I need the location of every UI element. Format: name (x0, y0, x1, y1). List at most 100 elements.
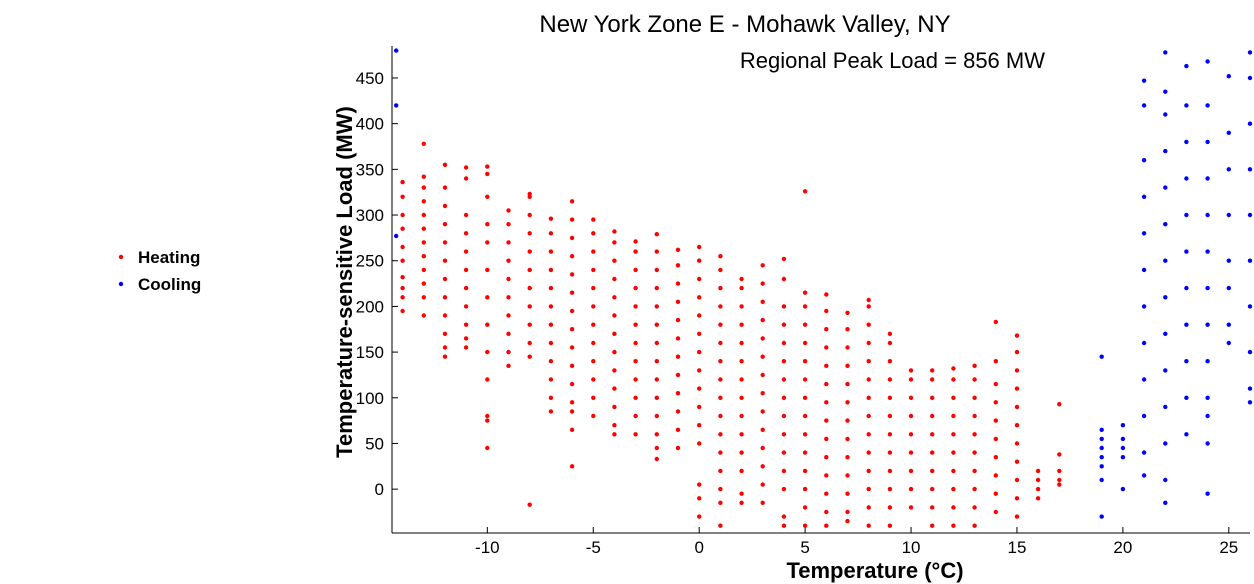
heating-point (1014, 459, 1020, 464)
cooling-point (1163, 185, 1168, 190)
heating-point (633, 304, 638, 309)
heating-point (569, 199, 575, 204)
heating-point (633, 322, 638, 327)
heating-point (442, 185, 448, 190)
y-tick-label: 200 (356, 297, 384, 316)
heating-point (781, 256, 787, 262)
heating-point (845, 455, 850, 460)
heating-point (591, 322, 596, 327)
heating-point (802, 505, 808, 510)
heating-point (824, 308, 829, 314)
heating-point (485, 164, 490, 169)
heating-point (1014, 404, 1020, 410)
heating-point (930, 505, 935, 510)
heating-point (442, 162, 448, 167)
heating-point (887, 486, 893, 492)
heating-point (866, 322, 871, 327)
axes: 0 50 100 150 200 250 300 350 400 450 -10 -5 0 5 10 15 20… (356, 46, 1250, 557)
heating-point (612, 229, 617, 234)
data-points (394, 48, 1253, 528)
heating-point (866, 523, 871, 528)
heating-point (1014, 514, 1020, 519)
heating-point (548, 377, 554, 382)
heating-point (400, 275, 405, 280)
heating-point (1014, 477, 1020, 483)
cooling-point (1226, 167, 1232, 172)
heating-point (718, 304, 723, 309)
heating-point (675, 247, 681, 252)
heating-point (887, 377, 893, 382)
y-tick-label: 300 (356, 206, 384, 225)
heating-point (824, 473, 829, 478)
heating-point (887, 359, 893, 364)
heating-point (506, 331, 511, 336)
heating-point (1057, 452, 1062, 457)
heating-point (824, 345, 829, 350)
cooling-point (1226, 212, 1232, 218)
heating-point (548, 409, 554, 414)
heating-point (866, 297, 871, 303)
heating-point (887, 331, 893, 336)
cooling-point (1163, 295, 1168, 300)
heating-point (930, 450, 935, 455)
heating-point (697, 295, 702, 300)
heating-point (612, 240, 617, 245)
x-tick-label: 0 (694, 538, 703, 557)
heating-point (548, 267, 554, 273)
heating-point (908, 395, 914, 400)
heating-point (866, 304, 871, 309)
cooling-point (1163, 404, 1168, 410)
heating-point (612, 386, 617, 391)
heating-point (485, 413, 490, 419)
heating-point (739, 377, 744, 382)
heating-point (442, 203, 448, 209)
cooling-point (1163, 112, 1168, 117)
heating-point (718, 500, 723, 505)
cooling-point (1163, 477, 1168, 483)
heating-point (612, 331, 617, 336)
x-tick-label: 10 (902, 538, 921, 557)
heating-point (675, 372, 681, 378)
heating-point (760, 409, 765, 414)
heating-point (569, 235, 575, 241)
heating-point (887, 523, 893, 528)
heating-point (739, 450, 744, 455)
cooling-point (1099, 455, 1104, 460)
heating-point (718, 359, 723, 364)
cooling-point (1247, 386, 1253, 391)
cooling-point (1226, 285, 1232, 291)
heating-point (866, 486, 871, 492)
heating-point (908, 368, 914, 373)
cooling-point (1141, 78, 1147, 83)
heating-point (591, 249, 596, 254)
heating-point (866, 395, 871, 400)
cooling-point (1141, 103, 1147, 108)
heating-point (993, 381, 998, 387)
y-tick-label: 350 (356, 160, 384, 179)
heating-point (760, 336, 765, 341)
heating-point (802, 432, 808, 437)
heating-point (930, 377, 935, 382)
heating-point (781, 322, 787, 327)
cooling-point (1247, 121, 1253, 126)
heating-point (654, 456, 659, 462)
heating-point (633, 340, 638, 346)
heating-point (951, 395, 956, 400)
heating-point (485, 267, 490, 273)
heating-point (951, 468, 956, 474)
heating-point (442, 258, 448, 263)
heating-point (908, 505, 914, 510)
heating-point (866, 377, 871, 382)
heating-point (824, 455, 829, 460)
heating-point (760, 482, 765, 487)
heating-point (866, 413, 871, 419)
heating-point (506, 258, 511, 263)
heating-point (421, 295, 426, 300)
cooling-point (1205, 212, 1210, 218)
heating-point (908, 450, 914, 455)
heating-point (887, 432, 893, 437)
heating-point (972, 505, 977, 510)
heating-point (697, 349, 702, 355)
heating-point (718, 468, 723, 474)
